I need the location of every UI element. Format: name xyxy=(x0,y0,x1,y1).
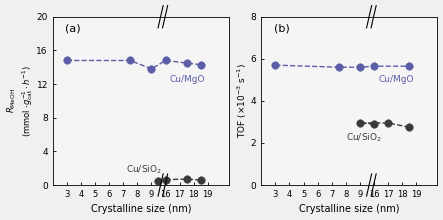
Text: Cu/SiO$_2$: Cu/SiO$_2$ xyxy=(346,132,382,144)
Text: Cu/MgO: Cu/MgO xyxy=(378,75,414,84)
Text: (a): (a) xyxy=(65,24,81,33)
Y-axis label: $R_{\mathrm{MeOH}}$
(mmol $\cdot g_{\mathrm{cat}}^{-1} \cdot h^{-1}$): $R_{\mathrm{MeOH}}$ (mmol $\cdot g_{\mat… xyxy=(6,65,35,137)
X-axis label: Crystalline size (nm): Crystalline size (nm) xyxy=(299,204,400,214)
X-axis label: Crystalline size (nm): Crystalline size (nm) xyxy=(91,204,191,214)
Text: (b): (b) xyxy=(274,24,289,33)
Text: Cu/SiO$_2$: Cu/SiO$_2$ xyxy=(126,163,162,176)
Text: Cu/MgO: Cu/MgO xyxy=(170,75,205,84)
Y-axis label: TOF ($\times 10^{-3}$ s$^{-1}$): TOF ($\times 10^{-3}$ s$^{-1}$) xyxy=(236,64,249,138)
